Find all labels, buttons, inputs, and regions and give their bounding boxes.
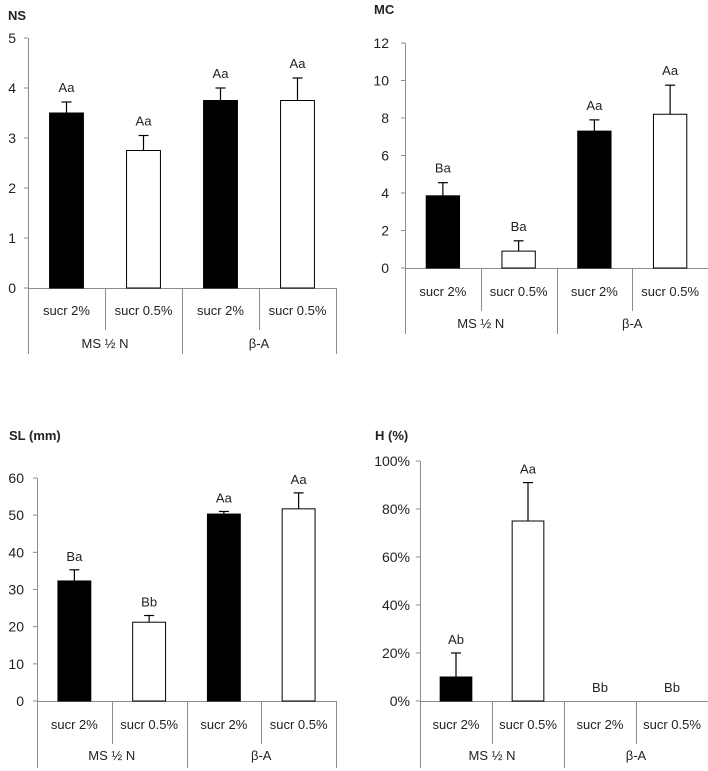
chart-panel: H (%) 0% 20% 40% 60% 80% 100% Ab sucr 2% Aa sucr 0… [374, 428, 708, 768]
group-label: β-A [626, 748, 647, 763]
chart-panel: MC 0 2 4 6 8 10 12 Ba sucr 2% Ba sucr 0.5% Aa sucr 2%… [373, 2, 708, 334]
category-label: sucr 0.5% [643, 717, 701, 732]
group-label: MS ½ N [82, 336, 129, 351]
bar [203, 100, 238, 289]
category-label: sucr 0.5% [269, 303, 327, 318]
significance-label: Aa [662, 63, 679, 78]
y-tick-label: 100% [374, 453, 410, 469]
bar [132, 621, 167, 702]
chart-panel: SL (mm) 0 10 20 30 40 50 60 Ba sucr 2% Bb sucr 0.5%… [8, 428, 337, 768]
y-tick-label: 4 [8, 80, 16, 96]
y-tick-label: 40% [382, 597, 410, 613]
y-tick-label: 2 [8, 180, 16, 196]
bar [57, 580, 92, 702]
y-tick-label: 0 [8, 280, 16, 296]
category-label: sucr 2% [197, 303, 244, 318]
y-tick-label: 60% [382, 549, 410, 565]
significance-label: Aa [291, 472, 308, 487]
bar [206, 513, 241, 702]
bar [126, 150, 161, 289]
y-tick-label: 60 [8, 470, 24, 486]
category-label: sucr 0.5% [270, 717, 328, 732]
significance-label: Aa [136, 114, 153, 129]
y-tick-label: 3 [8, 130, 16, 146]
y-tick-label: 20 [8, 619, 24, 635]
group-label: MS ½ N [88, 748, 135, 763]
significance-label: Ab [448, 632, 464, 647]
category-label: sucr 2% [200, 717, 247, 732]
significance-label: Aa [213, 66, 230, 81]
category-label: sucr 0.5% [490, 284, 548, 299]
bar [49, 112, 84, 289]
group-label: MS ½ N [469, 748, 516, 763]
y-tick-label: 10 [8, 656, 24, 672]
y-tick-label: 12 [373, 35, 389, 51]
category-label: sucr 2% [433, 717, 480, 732]
y-tick-label: 80% [382, 501, 410, 517]
significance-label: Ba [66, 549, 83, 564]
bar [501, 250, 536, 269]
category-label: sucr 0.5% [499, 717, 557, 732]
y-tick-label: 5 [8, 30, 16, 46]
chart-title: NS [8, 8, 26, 23]
category-label: sucr 0.5% [641, 284, 699, 299]
category-label: sucr 2% [577, 717, 624, 732]
bar [280, 100, 315, 289]
significance-label: Bb [592, 680, 608, 695]
chart-title: SL (mm) [9, 428, 61, 443]
group-label: β-A [622, 316, 643, 331]
y-tick-label: 1 [8, 230, 16, 246]
bar [439, 676, 473, 702]
y-tick-label: 40 [8, 544, 24, 560]
y-tick-label: 20% [382, 645, 410, 661]
group-label: β-A [251, 748, 272, 763]
bar [425, 195, 461, 269]
y-tick-label: 10 [373, 73, 389, 89]
y-tick-label: 30 [8, 582, 24, 598]
y-tick-label: 4 [381, 185, 389, 201]
category-label: sucr 0.5% [115, 303, 173, 318]
category-label: sucr 2% [51, 717, 98, 732]
significance-label: Bb [664, 680, 680, 695]
y-tick-label: 50 [8, 507, 24, 523]
y-tick-label: 0 [16, 693, 24, 709]
bar [652, 113, 688, 269]
bar [577, 130, 612, 269]
chart-panel: NS 0 1 2 3 4 5 Aa sucr 2% Aa sucr 0.5% Aa sucr 2% Aa s… [8, 8, 337, 354]
category-label: sucr 0.5% [120, 717, 178, 732]
bar [511, 520, 545, 702]
chart-title: MC [374, 2, 395, 17]
significance-label: Aa [216, 490, 233, 505]
significance-label: Bb [141, 595, 157, 610]
bar [281, 508, 316, 702]
significance-label: Aa [520, 462, 537, 477]
y-tick-label: 6 [381, 148, 389, 164]
significance-label: Aa [290, 56, 307, 71]
category-label: sucr 2% [419, 284, 466, 299]
y-tick-label: 0 [381, 260, 389, 276]
chart-title: H (%) [375, 428, 408, 443]
y-tick-label: 8 [381, 110, 389, 126]
significance-label: Aa [59, 80, 76, 95]
significance-label: Aa [586, 98, 603, 113]
category-label: sucr 2% [571, 284, 618, 299]
y-tick-label: 2 [381, 223, 389, 239]
category-label: sucr 2% [43, 303, 90, 318]
group-label: β-A [249, 336, 270, 351]
y-tick-label: 0% [390, 693, 410, 709]
significance-label: Ba [435, 161, 452, 176]
group-label: MS ½ N [457, 316, 504, 331]
significance-label: Ba [511, 219, 528, 234]
